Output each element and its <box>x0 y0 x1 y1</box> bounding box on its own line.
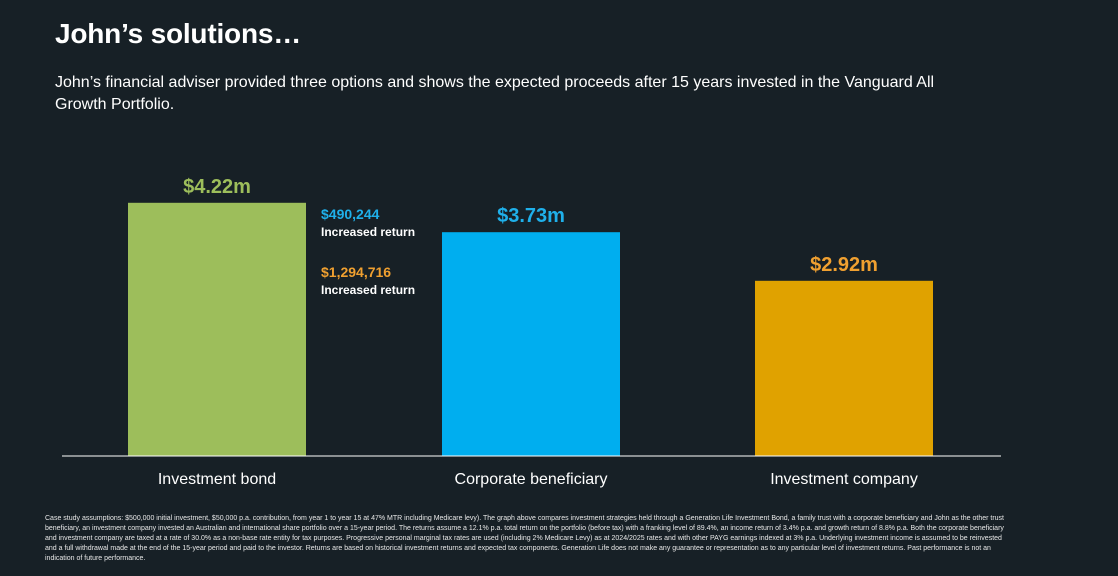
annotation-value: $1,294,716 <box>321 264 391 280</box>
bar-value-label: $2.92m <box>810 254 878 276</box>
bar-investment-company <box>755 280 933 456</box>
page-title: John’s solutions… <box>55 18 302 49</box>
annotation-value: $490,244 <box>321 206 380 222</box>
category-label: Corporate beneficiary <box>455 471 608 488</box>
bar-value-label: $3.73m <box>497 205 565 227</box>
assumptions-footnote: Case study assumptions: $500,000 initial… <box>45 515 1004 562</box>
bar-investment-bond <box>128 202 306 456</box>
bar-value-label: $4.22m <box>183 176 251 198</box>
bar-chart: $4.22m Investment bond $3.73m Corporate ben… <box>62 176 1001 488</box>
annotation-label: Increased return <box>321 283 415 297</box>
category-label: Investment company <box>770 471 918 488</box>
page-subtitle: John’s financial adviser provided three … <box>55 74 935 113</box>
bar-corporate-beneficiary <box>442 232 620 456</box>
category-label: Investment bond <box>158 471 276 488</box>
annotation-label: Increased return <box>321 225 415 239</box>
